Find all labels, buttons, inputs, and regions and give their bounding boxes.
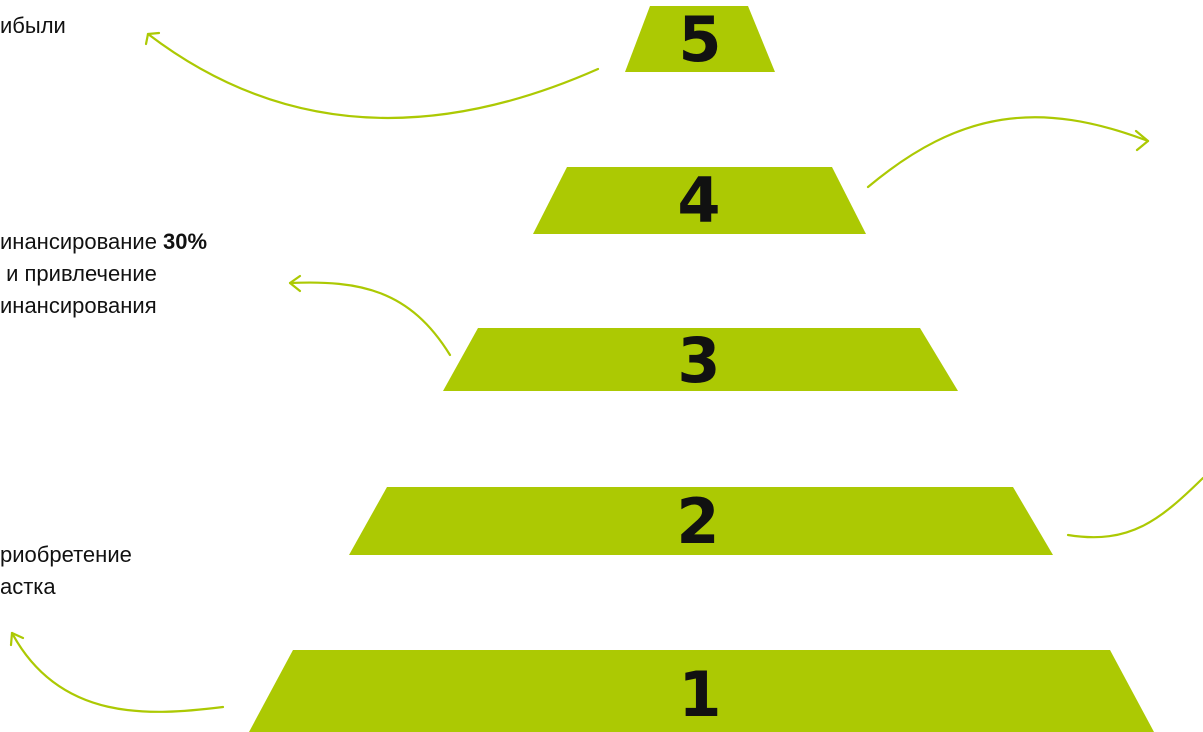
label-step-3: инансирование 30% и привлечение инансиро… <box>0 226 207 322</box>
pyramid-step-4: 4 <box>533 164 866 237</box>
arrow-step-5 <box>146 32 600 120</box>
label-step-3-line-3: инансирования <box>0 293 157 318</box>
connector-arrows <box>9 31 1203 713</box>
arrow-step-2 <box>1066 476 1203 539</box>
label-step-3-percent: 30% <box>163 229 208 254</box>
pyramid-step-2: 2 <box>349 485 1053 558</box>
step-1-number: 1 <box>678 658 721 731</box>
arrow-step-1-head <box>9 631 25 647</box>
label-step-5-line-1: ибыли <box>0 13 66 38</box>
label-step-5: ибыли <box>0 10 66 42</box>
label-step-3-line-1: инансирование 30% <box>0 226 207 258</box>
label-step-3-line-1-text: инансирование <box>0 229 164 254</box>
label-step-1: риобретение астка <box>0 539 132 603</box>
arrow-step-3 <box>288 281 452 357</box>
label-step-1-line-1: риобретение <box>0 542 132 567</box>
arrow-step-4-head <box>1134 129 1150 152</box>
label-step-1-line-2: астка <box>0 574 56 599</box>
label-step-3-line-2: и привлечение <box>0 261 157 286</box>
step-3-number: 3 <box>677 324 720 397</box>
pyramid-step-5: 5 <box>625 3 775 76</box>
arrow-step-1 <box>10 631 225 713</box>
pyramid-step-3: 3 <box>443 324 958 397</box>
arrow-step-3-head <box>288 274 302 293</box>
step-5-shape <box>625 6 775 72</box>
step-4-number: 4 <box>677 164 720 237</box>
arrow-step-5-head <box>144 31 161 46</box>
step-4-shape <box>533 167 866 234</box>
arrow-step-4 <box>866 116 1150 189</box>
step-3-shape <box>443 328 958 391</box>
step-2-shape <box>349 487 1053 555</box>
step-1-shape <box>249 650 1154 732</box>
step-5-number: 5 <box>678 3 721 76</box>
pyramid-step-1: 1 <box>249 650 1154 732</box>
step-2-number: 2 <box>676 485 719 558</box>
